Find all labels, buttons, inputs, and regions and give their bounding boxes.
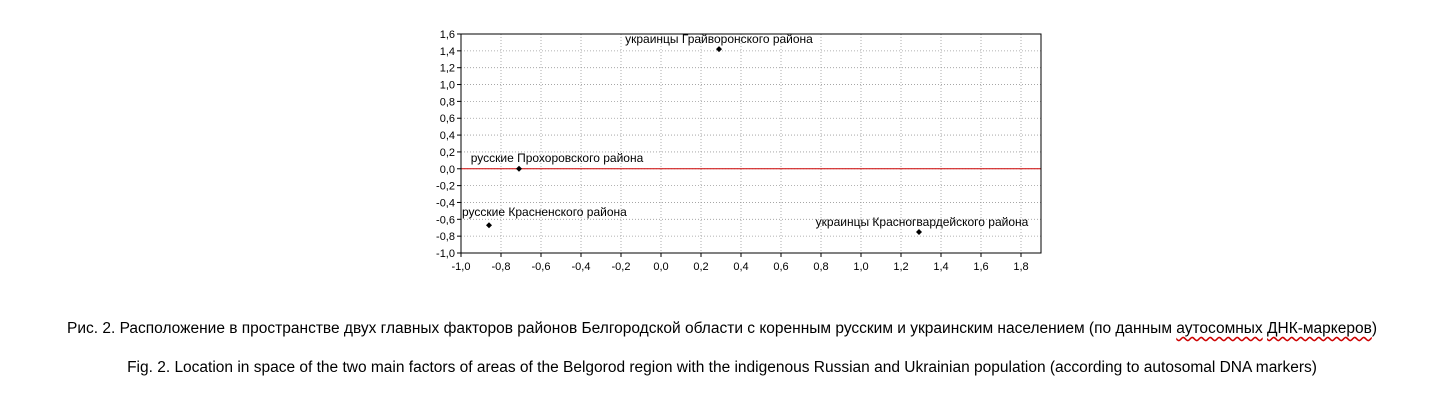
x-tick-label: 0,6 [773,261,788,273]
y-tick-label: 0,0 [440,164,455,176]
caption-russian-end: ) [1371,320,1378,337]
data-point-marker [716,46,722,53]
caption-russian-word-autosomal: аутосомных [1176,320,1263,337]
x-tick-label: -0,6 [532,261,551,273]
y-tick-label: 1,4 [440,46,455,58]
y-tick-label: 0,6 [440,113,455,125]
x-tick-label: 1,4 [933,261,948,273]
y-tick-label: 0,4 [440,130,455,142]
scatter-chart: -1,0 -0,8 -0,6 -0,4 -0,2 0,0 0,2 0,4 0,6 0,8 1,0 1,… [436,29,1042,273]
caption-russian: Рис. 2. Расположение в пространстве двух… [0,320,1444,338]
data-point-marker [916,228,922,235]
data-point-label: украинцы Грайворонского района [625,32,813,46]
caption-russian-word-dna: ДНК-маркеров [1267,320,1372,337]
axis-ticks: -1,0 -0,8 -0,6 -0,4 -0,2 0,0 0,2 0,4 0,6 0,8 1,0 1,… [436,29,1029,273]
data-point-marker [516,165,522,172]
x-tick-label: 0,4 [733,261,748,273]
data-point-marker [486,222,492,229]
y-tick-label: 0,8 [440,96,455,108]
y-tick-label: 1,0 [440,80,455,92]
y-tick-label: 1,2 [440,63,455,75]
x-tick-label: 1,0 [853,261,868,273]
x-tick-label: 1,8 [1013,261,1028,273]
plot-frame [460,33,1042,254]
y-tick-label: 1,6 [440,29,455,41]
data-point-label: русские Прохоровского района [471,151,644,165]
caption-russian-text: Рис. 2. Расположение в пространстве двух… [66,320,1177,337]
y-tick-label: -0,4 [436,197,455,209]
caption-english: Fig. 2. Location in space of the two mai… [127,359,1317,376]
data-point-label: русские Красненского района [462,205,627,219]
x-tick-label: 1,6 [973,261,988,273]
x-tick-label: -0,8 [492,261,511,273]
x-tick-label: 1,2 [893,261,908,273]
y-tick-label: -1,0 [436,248,455,260]
y-tick-label: 0,2 [440,147,455,159]
y-tick-label: -0,2 [436,181,455,193]
x-tick-label: 0,0 [653,261,668,273]
x-tick-label: 0,2 [693,261,708,273]
x-tick-label: -1,0 [452,261,471,273]
y-tick-label: -0,8 [436,231,455,243]
y-tick-label: -0,6 [436,214,455,226]
x-tick-label: 0,8 [813,261,828,273]
x-tick-label: -0,2 [612,261,631,273]
data-point-label: украинцы Красногвардейского района [816,215,1029,229]
data-points: украинцы Грайворонского района русские Пр… [462,32,1029,235]
x-tick-label: -0,4 [572,261,591,273]
